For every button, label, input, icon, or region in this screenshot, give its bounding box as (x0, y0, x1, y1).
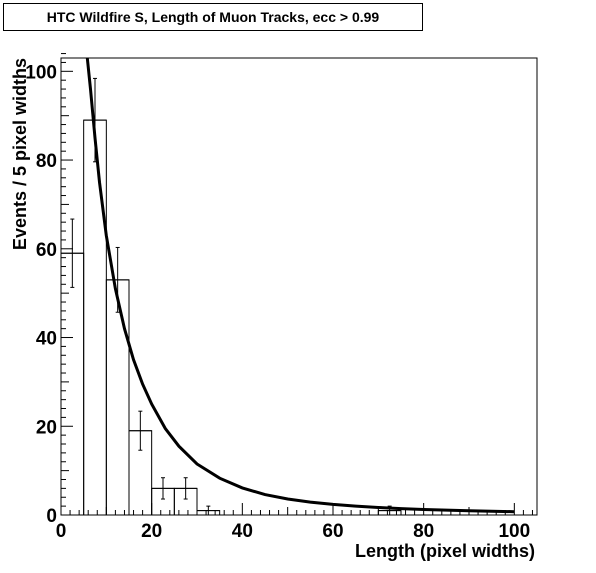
x-tick-label: 40 (232, 521, 253, 542)
error-bar (61, 218, 84, 288)
x-tick-label: 20 (141, 521, 162, 542)
y-tick-label: 20 (36, 417, 57, 438)
y-tick-label: 80 (36, 151, 57, 172)
error-bar (197, 505, 220, 516)
error-bar (129, 410, 152, 451)
x-tick-label: 80 (413, 521, 434, 542)
x-axis-label: Length (pixel widths) (355, 541, 535, 561)
y-tick-label: 0 (46, 506, 57, 527)
histogram-bar (60, 252, 85, 516)
error-bar (151, 477, 175, 500)
histogram-bar (105, 279, 130, 516)
histogram-bar (83, 119, 107, 516)
x-tick-label: 100 (498, 521, 530, 542)
y-tick-label: 100 (25, 62, 57, 83)
plot-frame (60, 57, 538, 516)
chart-title: HTC Wildfire S, Length of Muon Tracks, e… (3, 3, 423, 31)
y-axis-label: Events / 5 pixel widths (10, 58, 30, 250)
error-bar (174, 477, 197, 500)
x-tick-label: 60 (322, 521, 343, 542)
error-bar (378, 505, 401, 516)
fit-curve (85, 57, 515, 514)
y-tick-label: 40 (36, 329, 57, 350)
x-tick-label: 0 (56, 521, 67, 542)
y-tick-label: 60 (36, 240, 57, 261)
